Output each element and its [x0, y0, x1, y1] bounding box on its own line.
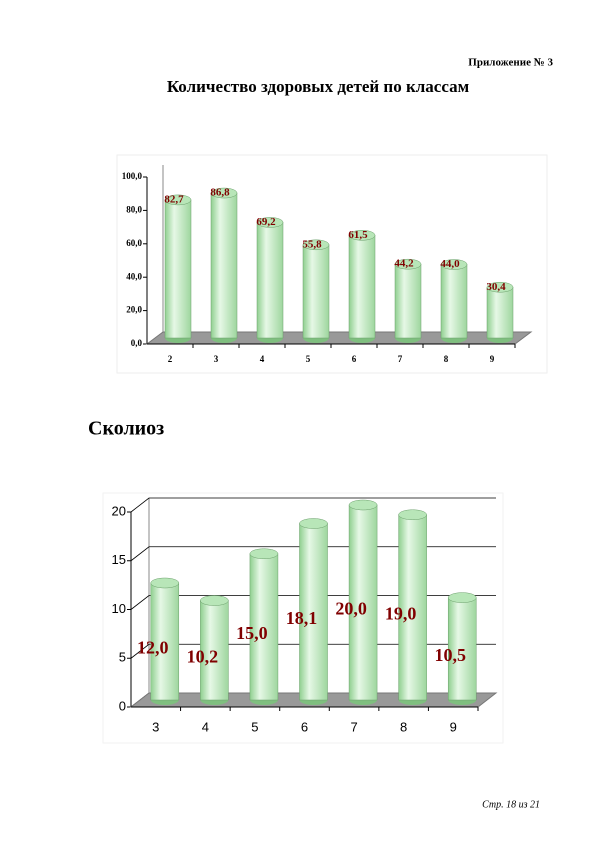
- bar-cap: [447, 592, 477, 603]
- grid-line: [130, 497, 496, 513]
- bar-cap: [348, 230, 376, 241]
- value-label: 12,0: [137, 638, 169, 658]
- y-tick-label: 20: [112, 503, 126, 518]
- x-tick-label: 9: [450, 719, 457, 734]
- grid-line: [130, 546, 496, 562]
- y-tick-label: 100,0: [122, 171, 143, 181]
- x-tick-label: 3: [214, 354, 219, 364]
- bar: [348, 235, 376, 339]
- bar-cap: [486, 281, 514, 293]
- x-tick-label: 7: [398, 354, 403, 364]
- value-label: 82,7: [164, 193, 184, 205]
- bar: [398, 514, 427, 701]
- x-tick-label: 6: [301, 719, 308, 734]
- value-label: 10,5: [434, 645, 466, 665]
- bar: [150, 582, 180, 701]
- x-tick-label: 4: [260, 354, 265, 364]
- bar: [256, 222, 284, 339]
- value-label: 18,1: [286, 608, 318, 628]
- bar-cap: [249, 548, 279, 559]
- value-label: 69,2: [256, 216, 276, 228]
- bar: [200, 600, 229, 701]
- x-tick-label: 8: [400, 719, 407, 734]
- bar-cap: [302, 239, 330, 251]
- y-tick-label: 10: [112, 601, 126, 616]
- floor: [145, 331, 533, 345]
- y-tick-label: 5: [119, 650, 126, 665]
- y-tick-label: 80,0: [126, 204, 142, 214]
- bar-cap: [348, 499, 378, 511]
- chart-frame: [102, 492, 504, 744]
- section-heading: Сколиоз: [88, 418, 164, 440]
- value-label: 44,0: [440, 258, 460, 270]
- x-tick-label: 9: [490, 354, 495, 364]
- bar: [394, 263, 422, 339]
- bar-cap: [164, 194, 192, 206]
- bar: [348, 504, 378, 701]
- value-label: 10,2: [187, 646, 219, 666]
- appendix-label: Приложение № 3: [468, 57, 553, 69]
- value-label: 30,4: [486, 281, 506, 293]
- chart-title: Количество здоровых детей по классам: [167, 77, 470, 96]
- bar: [249, 553, 279, 701]
- value-label: 19,0: [385, 604, 417, 624]
- value-label: 55,8: [302, 238, 322, 250]
- value-label: 44,2: [394, 258, 414, 270]
- bar: [486, 286, 514, 339]
- x-tick-label: 8: [444, 354, 449, 364]
- y-tick-label: 15: [112, 552, 126, 567]
- bar-cap: [210, 187, 238, 199]
- value-label: 20,0: [335, 599, 367, 619]
- bar-cap: [394, 258, 422, 270]
- x-tick-label: 3: [152, 719, 159, 734]
- grid-line: [130, 595, 496, 610]
- page-number: Стр. 18 из 21: [482, 799, 540, 810]
- x-tick-label: 5: [251, 719, 258, 734]
- bar-cap: [398, 509, 427, 520]
- bar: [302, 244, 330, 339]
- value-label: 61,5: [348, 229, 368, 241]
- bar: [440, 264, 468, 339]
- bar-cap: [299, 518, 328, 529]
- y-tick-label: 20,0: [126, 305, 142, 315]
- y-tick-label: 40,0: [126, 271, 142, 281]
- bar: [210, 192, 238, 339]
- chart-frame: [116, 154, 548, 374]
- bar: [447, 597, 477, 701]
- value-label: 15,0: [236, 623, 268, 643]
- bar-cap: [256, 217, 284, 228]
- grid-line: [130, 643, 496, 659]
- y-tick-label: 60,0: [126, 238, 142, 248]
- bar-cap: [150, 577, 180, 589]
- y-tick-label: 0: [119, 698, 126, 713]
- y-tick-label: 0,0: [131, 338, 143, 348]
- value-label: 86,8: [210, 187, 230, 199]
- bar: [164, 199, 192, 339]
- bar-cap: [440, 259, 468, 270]
- x-tick-label: 6: [352, 354, 357, 364]
- x-tick-label: 4: [202, 719, 209, 734]
- x-tick-label: 5: [306, 354, 311, 364]
- x-tick-label: 2: [168, 354, 173, 364]
- bar-cap: [200, 595, 229, 606]
- x-tick-label: 7: [350, 719, 357, 734]
